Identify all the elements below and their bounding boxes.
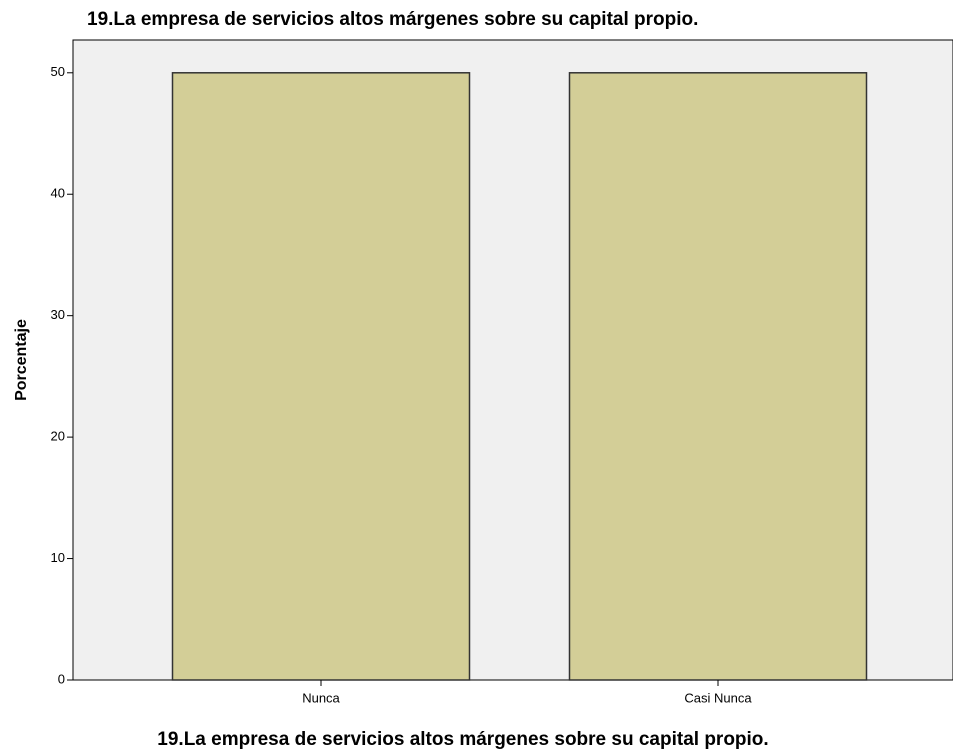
bar xyxy=(568,72,868,681)
y-tick-label: 30 xyxy=(51,307,65,322)
x-axis-label: 19.La empresa de servicios altos márgene… xyxy=(157,729,768,750)
y-axis-label: Porcentaje xyxy=(13,319,30,401)
chart-title: 19.La empresa de servicios altos márgene… xyxy=(87,9,698,30)
y-tick-label: 20 xyxy=(51,429,65,444)
y-tick-label: 0 xyxy=(58,671,65,686)
y-tick-label: 50 xyxy=(51,64,65,79)
bar xyxy=(171,72,471,681)
y-tick-label: 10 xyxy=(51,550,65,565)
x-tick-label: Casi Nunca xyxy=(684,690,752,705)
x-tick-label: Nunca xyxy=(302,690,340,705)
y-tick-label: 40 xyxy=(51,186,65,201)
